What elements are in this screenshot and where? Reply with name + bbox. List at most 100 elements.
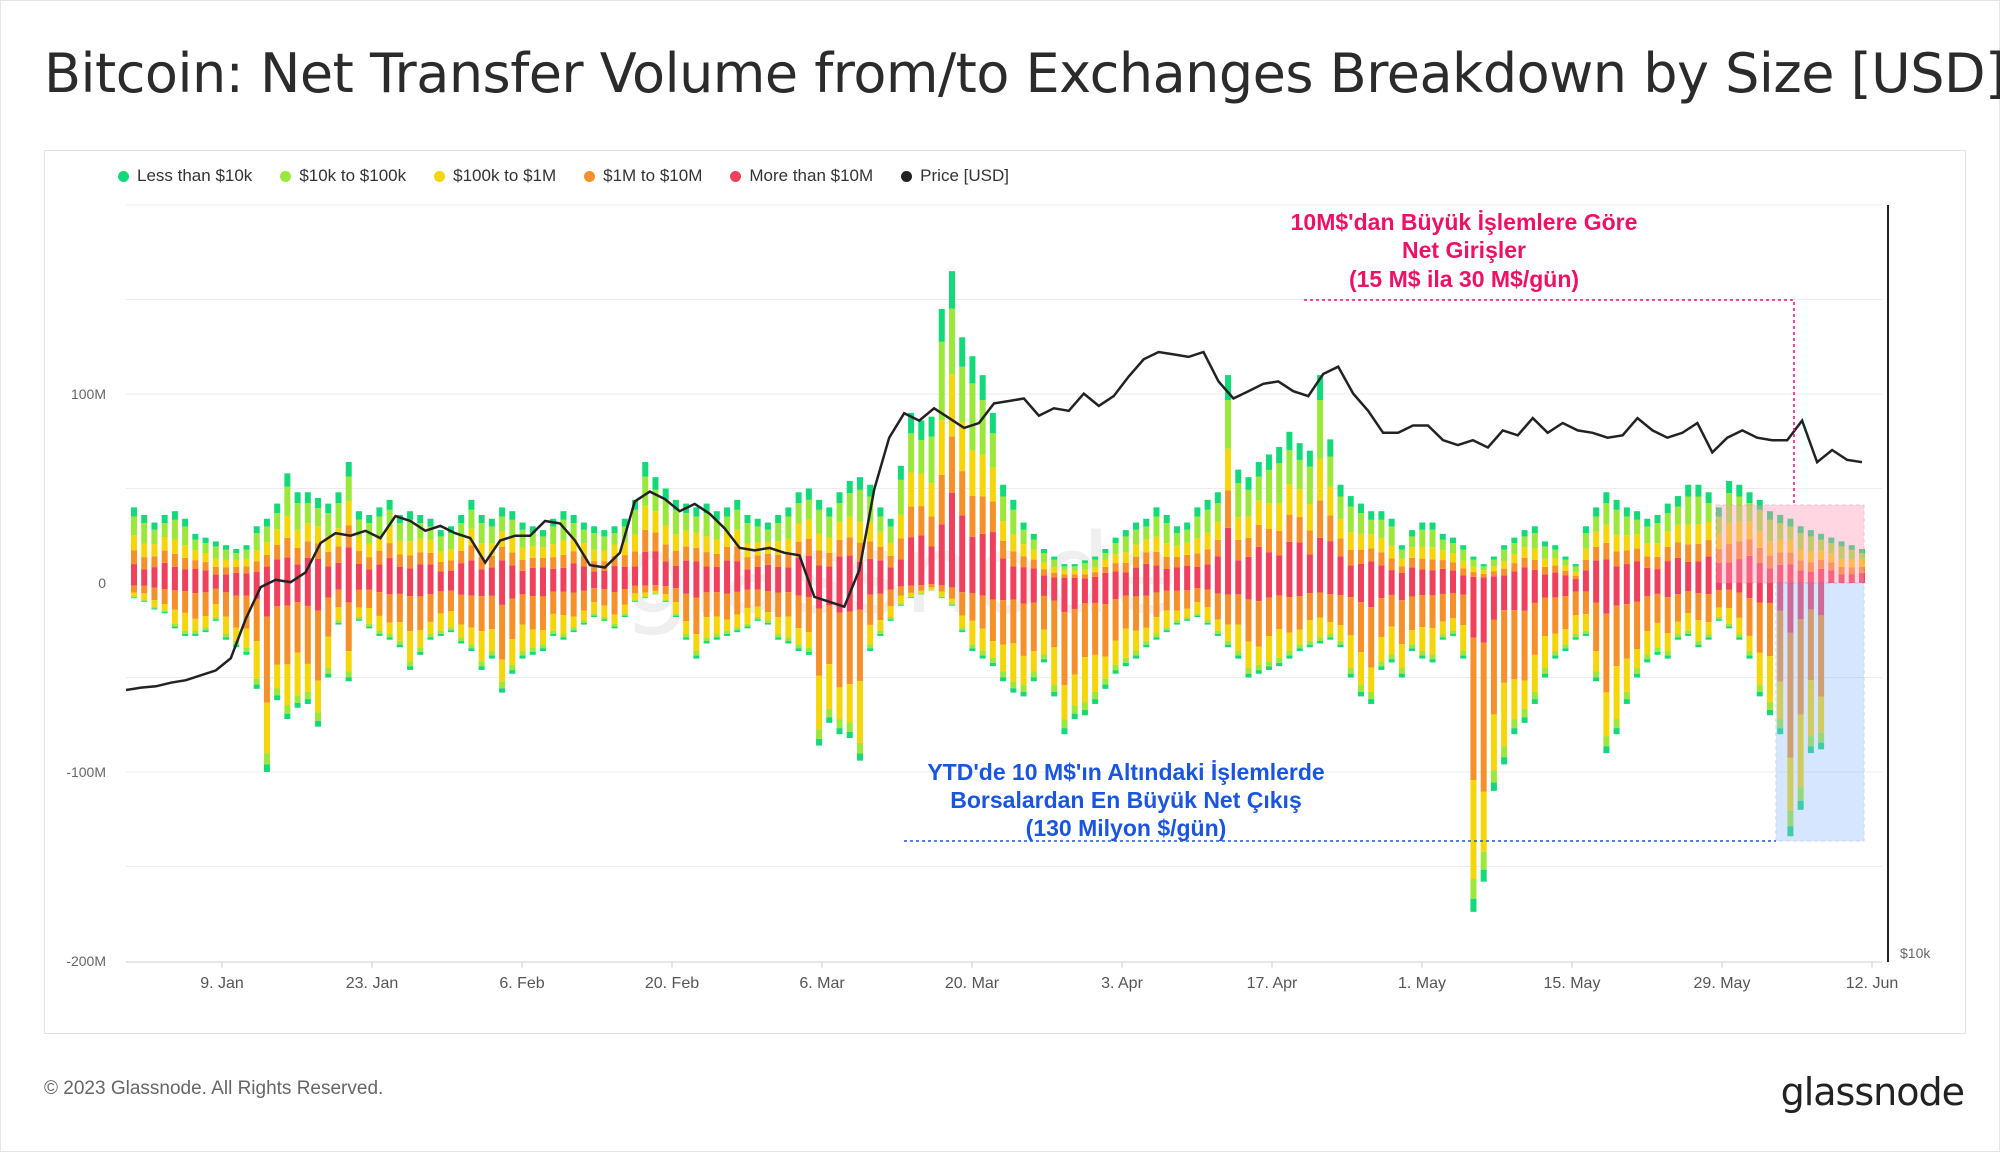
bar-segment (989, 467, 996, 502)
bar-segment (611, 533, 618, 545)
bar-segment (263, 542, 270, 556)
bar-segment (274, 606, 281, 665)
bar-segment (1327, 486, 1334, 516)
bar-segment (979, 595, 986, 629)
bar-segment (263, 583, 270, 617)
bar-segment (1470, 780, 1477, 879)
bar-segment (1480, 851, 1487, 870)
bar-segment (345, 651, 352, 672)
bar-segment (1470, 878, 1477, 899)
bar-segment (458, 583, 465, 595)
bar-segment (355, 563, 362, 583)
bar-segment (1552, 655, 1559, 659)
bar-segment (570, 616, 577, 628)
bar-segment (1726, 583, 1733, 590)
bar-segment (243, 558, 250, 567)
bar-segment (182, 526, 189, 546)
bar-segment (223, 616, 230, 635)
bar-segment (662, 525, 669, 545)
bar-segment (1225, 448, 1232, 491)
bar-segment (1664, 561, 1671, 583)
legend-item[interactable]: Price [USD] (901, 166, 1009, 186)
bar-segment (1521, 547, 1528, 558)
bar-segment (938, 474, 945, 525)
bar-segment (867, 644, 874, 649)
bar-segment (877, 593, 884, 621)
legend-dot-icon (118, 170, 129, 182)
bar-segment (1531, 533, 1538, 549)
bar-segment (161, 612, 168, 614)
bar-segment (703, 592, 710, 618)
bar-segment (1010, 534, 1017, 552)
bar-segment (274, 688, 281, 696)
bar-segment (447, 627, 454, 631)
bar-segment (591, 588, 598, 602)
bar-segment (642, 597, 649, 599)
x-tick-label: 6. Mar (799, 975, 845, 992)
bar-segment (928, 516, 935, 547)
bar-segment (161, 536, 168, 551)
bar-segment (550, 633, 557, 636)
bar-segment (764, 591, 771, 613)
bar-segment (713, 583, 720, 593)
bar-segment (1593, 516, 1600, 532)
bar-segment (161, 562, 168, 583)
bar-segment (1470, 556, 1477, 560)
bar-segment (284, 557, 291, 583)
bar-segment (202, 630, 209, 633)
bar-segment (304, 583, 311, 606)
bar-segment (1378, 519, 1385, 538)
bar-segment (1368, 534, 1375, 549)
bar-segment (795, 644, 802, 649)
bar-segment (887, 542, 894, 556)
bar-segment (1582, 548, 1589, 560)
bar-segment (1552, 633, 1559, 652)
bar-segment (1296, 459, 1303, 490)
bar-segment (1439, 533, 1446, 540)
bar-segment (253, 561, 260, 572)
bar-segment (1766, 568, 1773, 583)
bar-segment (1347, 496, 1354, 507)
bar-segment (233, 595, 240, 628)
bar-segment (376, 550, 383, 565)
bar-segment (856, 609, 863, 682)
bar-segment (1163, 523, 1170, 544)
bar-segment (1501, 568, 1508, 576)
bar-segment (1715, 507, 1722, 517)
bar-segment (1306, 504, 1313, 531)
bar-segment (1511, 719, 1518, 729)
bar-segment (785, 641, 792, 644)
bar-segment (1838, 541, 1845, 547)
bar-segment (437, 530, 444, 537)
bar-segment (1807, 680, 1814, 737)
bar-segment (1439, 634, 1446, 638)
bar-segment (1746, 503, 1753, 522)
legend-item[interactable]: $1M to $10M (584, 166, 702, 186)
bar-segment (1654, 556, 1661, 570)
bar-segment (1859, 566, 1865, 573)
bar-segment (1081, 702, 1088, 711)
bar-segment (703, 513, 710, 537)
y-tick-label: 0 (98, 575, 106, 591)
bar-segment (1112, 543, 1119, 555)
bar-segment (621, 566, 628, 583)
legend-item[interactable]: More than $10M (730, 166, 873, 186)
bar-segment (335, 589, 342, 608)
legend-item[interactable]: $100k to $1M (434, 166, 556, 186)
bar-segment (427, 634, 434, 638)
legend-item[interactable]: $10k to $100k (280, 166, 406, 186)
bar-segment (182, 557, 189, 570)
bar-segment (652, 585, 659, 591)
glassnode-logo[interactable]: glassnode (1780, 1070, 1965, 1114)
bar-segment (1235, 539, 1242, 561)
legend-item[interactable]: Less than $10k (118, 166, 252, 186)
bar-segment (591, 526, 598, 534)
bar-segment (1317, 637, 1324, 642)
bar-segment (1368, 511, 1375, 520)
bar-segment (969, 383, 976, 451)
bar-segment (1071, 577, 1078, 583)
bar-segment (519, 594, 526, 625)
bar-segment (427, 564, 434, 583)
bar-segment (151, 600, 158, 607)
bar-segment (1061, 728, 1068, 735)
